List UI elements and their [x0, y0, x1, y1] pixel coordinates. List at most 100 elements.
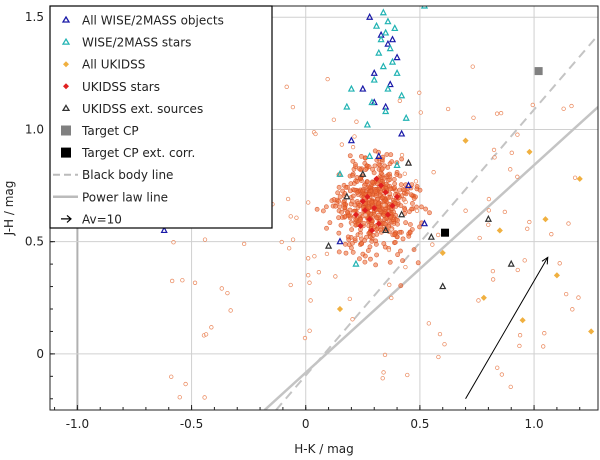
ukidss-scatter-point	[302, 335, 308, 341]
ukidss-scatter-point	[405, 372, 410, 378]
ukidss-scatter-point	[288, 282, 293, 288]
ukidss-scatter-point	[228, 308, 233, 313]
ukidss-density-point	[369, 221, 374, 227]
ukidss-scatter-point	[316, 270, 321, 275]
legend-label: Av=10	[82, 212, 122, 226]
all-ukidss-point	[588, 328, 595, 335]
ukidss-scatter-point	[170, 278, 175, 284]
black-body-line	[275, 34, 598, 410]
ukidss-density-point	[372, 224, 378, 230]
ukidss-scatter-point	[306, 273, 311, 278]
ukidss-density-point	[395, 217, 400, 223]
ukidss-scatter-point	[502, 209, 507, 215]
power-law-line	[263, 106, 598, 410]
wise-2mass-stars-point	[384, 17, 392, 25]
ukidss-density-point	[392, 232, 398, 238]
wise-2mass-stars-point	[352, 259, 360, 267]
ukidss-density-point	[398, 248, 403, 254]
ukidss-density-point	[398, 203, 404, 209]
ukidss-ext-sources-point	[427, 232, 435, 240]
ukidss-density-point	[373, 241, 379, 247]
ukidss-density-point	[395, 252, 401, 258]
wise-2mass-stars-point	[384, 84, 392, 92]
ukidss-scatter-point	[476, 298, 481, 303]
wise-2mass-stars-point	[379, 62, 387, 70]
ukidss-scatter-point	[177, 395, 182, 400]
ukidss-stars-point	[389, 202, 396, 209]
ukidss-density-point	[350, 193, 356, 199]
ukidss-scatter-point	[515, 174, 520, 179]
ukidss-density-point	[400, 258, 405, 264]
target-cp-marker	[534, 67, 543, 76]
ukidss-scatter-point	[436, 354, 441, 360]
all-wise-2mass-objects-point	[359, 84, 367, 92]
ukidss-stars-point	[382, 189, 389, 196]
ukidss-scatter-point	[557, 261, 562, 266]
ukidss-scatter-point	[279, 239, 284, 245]
ukidss-scatter-point	[307, 280, 312, 285]
ukidss-scatter-point	[203, 332, 209, 337]
ukidss-stars-point	[375, 220, 382, 227]
ukidss-scatter-point	[363, 212, 368, 218]
ukidss-scatter-point	[508, 167, 513, 172]
ukidss-scatter-point	[284, 84, 289, 89]
target-markers	[441, 67, 549, 400]
ukidss-density-point	[342, 241, 348, 247]
ukidss-density-point	[352, 236, 358, 242]
ukidss-density-point	[368, 256, 373, 262]
all-wise-2mass-objects-point	[375, 152, 383, 159]
ukidss-density-point	[333, 203, 338, 209]
ukidss-scatter-point	[313, 131, 318, 137]
y-tick-label: 1.5	[25, 10, 44, 24]
ukidss-density-point	[388, 186, 393, 192]
wise-2mass-stars-point	[372, 21, 381, 29]
model-lines	[263, 34, 598, 410]
wise-2mass-stars-point	[363, 120, 371, 128]
ukidss-ext-sources-point	[343, 192, 351, 200]
ukidss-density-point	[373, 189, 379, 195]
ukidss-density-point	[360, 188, 366, 194]
ukidss-density-point	[387, 259, 393, 265]
wise-2mass-stars-point	[368, 98, 376, 106]
wise-2mass-stars-point	[393, 69, 401, 76]
x-tick-label: -0.5	[180, 417, 203, 431]
all-wise-2mass-objects-point	[386, 80, 394, 88]
wise-2mass-stars-point	[402, 113, 410, 121]
ukidss-density-point	[379, 195, 385, 201]
ukidss-density-point	[406, 233, 412, 239]
wise-2mass-stars-point	[370, 75, 378, 83]
all-wise-2mass-objects-point	[388, 35, 397, 43]
ukidss-scatter-point	[426, 321, 431, 326]
ukidss-density-point	[399, 156, 405, 162]
ukidss-density-point	[347, 153, 353, 159]
ukidss-scatter-point	[285, 196, 291, 202]
ukidss-scatter-point	[490, 268, 496, 274]
ukidss-density-point	[423, 206, 429, 212]
ukidss-scatter-point	[308, 298, 313, 303]
ukidss-scatter-point	[350, 317, 355, 322]
ukidss-density-point	[373, 262, 379, 268]
x-tick-label: 1.0	[525, 417, 544, 431]
ukidss-density-point	[369, 239, 375, 244]
legend-label: UKIDSS ext. sources	[82, 102, 203, 116]
ukidss-density-point	[403, 220, 409, 226]
ukidss-density-point	[415, 260, 421, 266]
all-ukidss-point	[576, 175, 583, 182]
all-ukidss-point	[439, 249, 446, 256]
ukidss-scatter-point	[477, 235, 482, 241]
ukidss-density-point	[398, 182, 404, 188]
ukidss-scatter-point	[499, 372, 505, 377]
ukidss-density-point	[414, 204, 419, 210]
ukidss-density-point	[397, 229, 403, 235]
ukidss-density-point	[336, 230, 342, 236]
legend-label: All UKIDSS	[82, 58, 145, 72]
ukidss-density-point	[343, 184, 349, 190]
ukidss-density-point	[411, 196, 417, 201]
ukidss-scatter-point	[306, 200, 311, 205]
ukidss-stars-point	[362, 207, 369, 214]
ukidss-density-point	[419, 204, 424, 210]
ukidss-density-point	[366, 184, 372, 190]
ukidss-density-point	[350, 172, 355, 178]
wise-2mass-stars-point	[386, 44, 394, 52]
axis-ticks: -1.0 -0.5 0 0.5 1.0 0 0.5 1.0 1.5	[25, 10, 581, 431]
